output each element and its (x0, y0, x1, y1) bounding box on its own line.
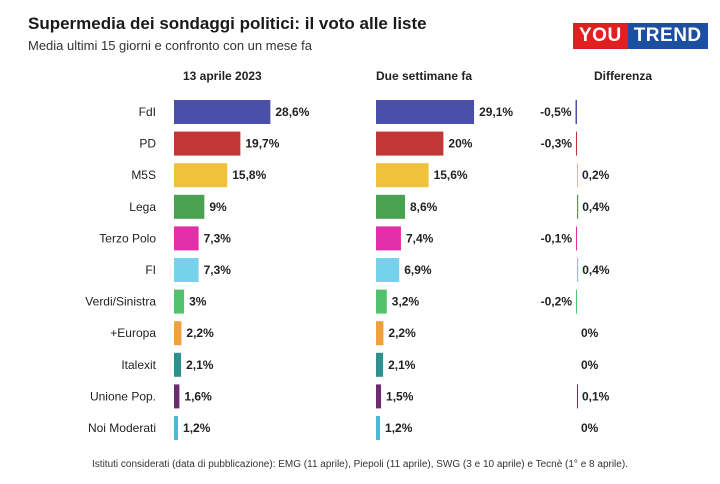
bar-previous-fdi (376, 100, 475, 124)
value-label-diff-fdi: -0,5% (540, 105, 572, 119)
bar-previous-pd (376, 131, 444, 156)
bar-previous-unione-pop (376, 384, 382, 409)
bar-diff-pd (576, 131, 577, 156)
category-label-pd: PD (139, 137, 156, 151)
bar-diff-terzo-polo (576, 226, 577, 251)
bar-current-m5s (174, 163, 228, 188)
value-label-diff-m5s: 0,2% (582, 168, 610, 182)
value-label-diff-italexit: 0% (581, 358, 599, 372)
value-label-current-lega: 9% (209, 200, 227, 214)
category-label-lega: Lega (129, 200, 156, 214)
value-label-previous-noi-moderati: 1,2% (385, 421, 413, 435)
column-header-diff: Differenza (594, 69, 653, 83)
youtrend-logo: YOU TREND (573, 23, 708, 49)
category-label-noi-moderati: Noi Moderati (88, 421, 156, 435)
category-label-m5s: M5S (131, 168, 156, 182)
value-label-previous-fi: 6,9% (404, 263, 432, 277)
value-label-diff-noi-moderati: 0% (581, 421, 599, 435)
value-label-diff-terzo-polo: -0,1% (541, 231, 573, 245)
chart-title: Supermedia dei sondaggi politici: il vot… (28, 14, 427, 33)
bar-previous-italexit (376, 352, 384, 377)
category-label-verdi-sinistra: Verdi/Sinistra (85, 295, 156, 309)
category-label-terzo-polo: Terzo Polo (99, 231, 156, 245)
bar-previous-m5s (376, 163, 429, 188)
bar-previous-noi-moderati (376, 416, 381, 440)
bar-diff-fi (577, 258, 579, 282)
logo-you: YOU (573, 23, 628, 49)
bar-previous-lega (376, 194, 405, 219)
value-label-previous-unione-pop: 1,5% (386, 389, 414, 403)
bar-previous-verdi-sinistra (376, 289, 387, 314)
category-label-unione-pop: Unione Pop. (90, 389, 156, 403)
value-label-diff-verdi-sinistra: -0,2% (541, 295, 573, 309)
category-label-europa: +Europa (110, 326, 156, 340)
category-label-fdi: FdI (139, 105, 156, 119)
value-label-previous-fdi: 29,1% (479, 105, 513, 119)
bar-diff-m5s (577, 163, 578, 188)
value-label-previous-verdi-sinistra: 3,2% (392, 295, 420, 309)
column-header-previous: Due settimane fa (376, 69, 473, 83)
value-label-current-europa: 2,2% (186, 326, 214, 340)
bar-previous-europa (376, 321, 384, 346)
value-label-previous-europa: 2,2% (388, 326, 416, 340)
bar-diff-fdi (575, 100, 577, 124)
value-label-diff-lega: 0,4% (582, 200, 610, 214)
bar-current-pd (174, 131, 241, 156)
bar-current-fi (174, 258, 199, 282)
value-label-previous-lega: 8,6% (410, 200, 438, 214)
bar-diff-verdi-sinistra (576, 289, 577, 314)
bar-previous-fi (376, 258, 400, 282)
bar-current-lega (174, 194, 205, 219)
bar-current-europa (174, 321, 182, 346)
category-label-italexit: Italexit (121, 358, 156, 372)
bar-current-italexit (174, 352, 182, 377)
value-label-diff-fi: 0,4% (582, 263, 610, 277)
bar-diff-lega (577, 194, 579, 219)
value-label-current-verdi-sinistra: 3% (189, 295, 207, 309)
value-label-previous-italexit: 2,1% (388, 358, 416, 372)
value-label-previous-pd: 20% (448, 137, 472, 151)
value-label-diff-europa: 0% (581, 326, 599, 340)
value-label-current-m5s: 15,8% (232, 168, 266, 182)
bar-current-verdi-sinistra (174, 289, 185, 314)
logo-trend: TREND (627, 23, 708, 49)
value-label-previous-m5s: 15,6% (434, 168, 468, 182)
value-label-diff-unione-pop: 0,1% (582, 389, 610, 403)
value-label-current-unione-pop: 1,6% (184, 389, 212, 403)
value-label-current-noi-moderati: 1,2% (183, 421, 211, 435)
bar-current-terzo-polo (174, 226, 199, 251)
bar-diff-unione-pop (577, 384, 578, 409)
bar-previous-terzo-polo (376, 226, 401, 251)
value-label-current-pd: 19,7% (245, 137, 279, 151)
sources-footnote: Istituti considerati (data di pubblicazi… (92, 459, 628, 470)
value-label-current-fdi: 28,6% (275, 105, 309, 119)
value-label-current-fi: 7,3% (204, 263, 232, 277)
value-label-previous-terzo-polo: 7,4% (406, 231, 434, 245)
bar-current-unione-pop (174, 384, 180, 409)
category-label-fi: FI (145, 263, 156, 277)
chart-subtitle: Media ultimi 15 giorni e confronto con u… (28, 38, 312, 53)
column-header-current: 13 aprile 2023 (183, 69, 262, 83)
bar-current-noi-moderati (174, 416, 179, 440)
value-label-current-italexit: 2,1% (186, 358, 214, 372)
value-label-diff-pd: -0,3% (541, 137, 573, 151)
bar-current-fdi (174, 100, 271, 124)
value-label-current-terzo-polo: 7,3% (204, 231, 232, 245)
